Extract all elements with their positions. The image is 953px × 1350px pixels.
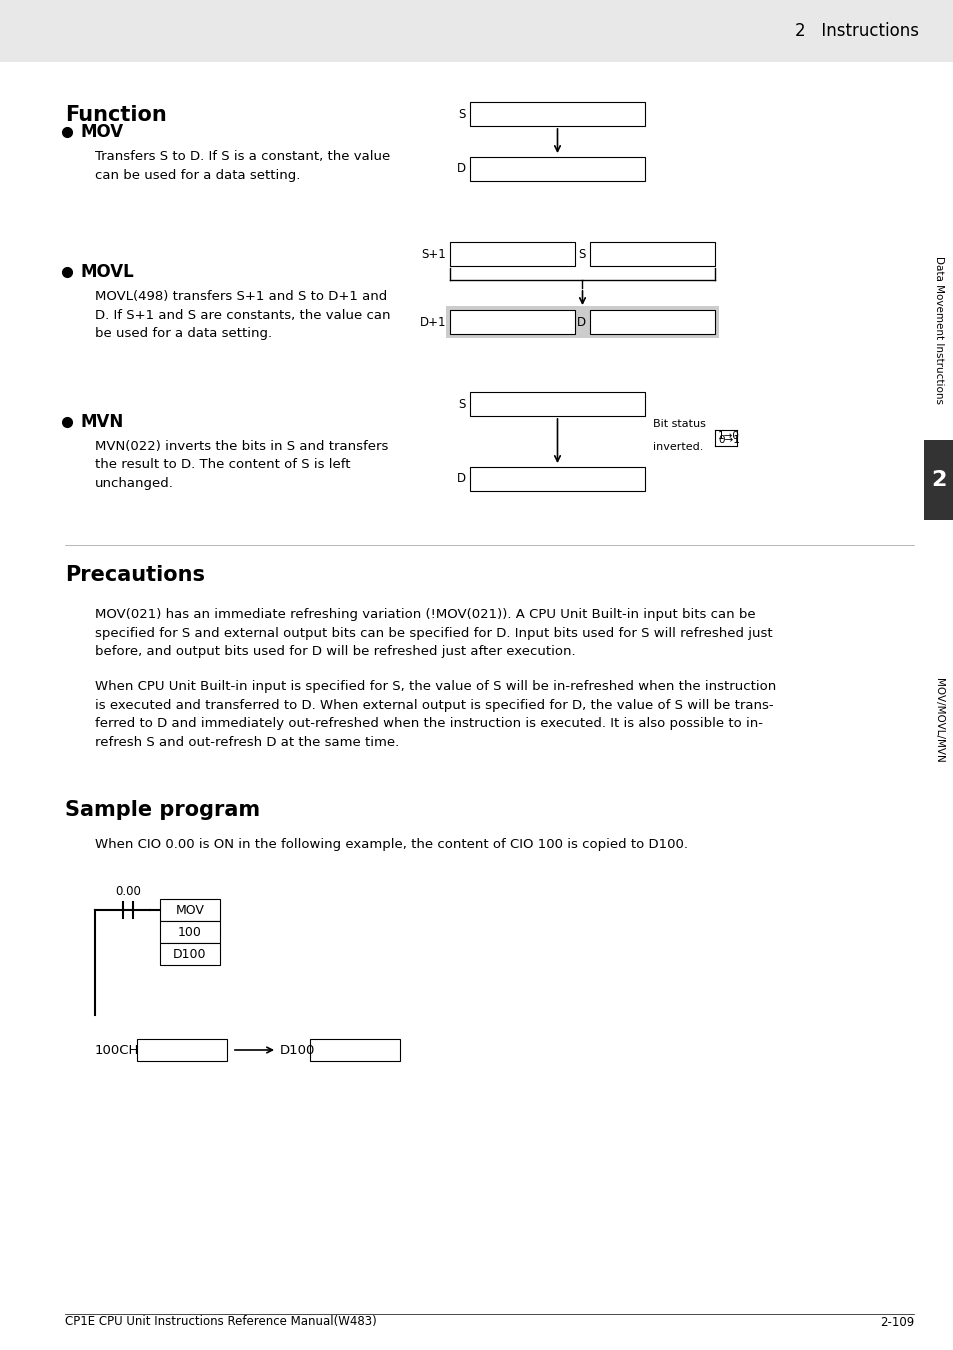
Text: Data Movement Instructions: Data Movement Instructions: [933, 256, 943, 404]
Text: CP1E CPU Unit Instructions Reference Manual(W483): CP1E CPU Unit Instructions Reference Man…: [65, 1315, 376, 1328]
Bar: [310, 1040, 399, 1061]
Text: D100: D100: [280, 1044, 315, 1057]
Bar: [589, 242, 714, 266]
Bar: [450, 310, 575, 333]
Text: MVN: MVN: [81, 413, 124, 431]
Text: When CPU Unit Built-in input is specified for S, the value of S will be in-refre: When CPU Unit Built-in input is specifie…: [95, 680, 776, 748]
Text: 0→1: 0→1: [718, 435, 740, 446]
Text: D: D: [456, 472, 465, 486]
Text: D: D: [577, 316, 585, 328]
Text: D+1: D+1: [419, 316, 446, 328]
Text: S: S: [578, 247, 585, 261]
Text: inverted.: inverted.: [652, 441, 702, 452]
Text: S+1: S+1: [421, 247, 446, 261]
Text: S: S: [458, 397, 465, 410]
Text: S: S: [458, 108, 465, 120]
Text: MVN(022) inverts the bits in S and transfers
the result to D. The content of S i: MVN(022) inverts the bits in S and trans…: [95, 440, 388, 490]
Text: Function: Function: [65, 105, 167, 126]
Bar: [589, 310, 714, 333]
Bar: [470, 157, 644, 181]
Text: D100: D100: [173, 948, 207, 960]
Text: MOV/MOVL/MVN: MOV/MOVL/MVN: [933, 678, 943, 763]
Text: 1→0: 1→0: [718, 431, 740, 441]
Bar: [137, 1040, 227, 1061]
Bar: [160, 899, 220, 921]
Bar: [160, 944, 220, 965]
Text: 2   Instructions: 2 Instructions: [794, 22, 918, 40]
Text: 2: 2: [930, 470, 945, 490]
Text: 0.00: 0.00: [115, 886, 141, 898]
Text: Precautions: Precautions: [65, 566, 205, 585]
Text: D: D: [456, 162, 465, 176]
Text: 2-109: 2-109: [879, 1315, 913, 1328]
Text: MOV(021) has an immediate refreshing variation (!MOV(021)). A CPU Unit Built-in : MOV(021) has an immediate refreshing var…: [95, 608, 772, 657]
Text: Transfers S to D. If S is a constant, the value
can be used for a data setting.: Transfers S to D. If S is a constant, th…: [95, 150, 390, 181]
Bar: [0, 0, 953, 62]
Text: When CIO 0.00 is ON in the following example, the content of CIO 100 is copied t: When CIO 0.00 is ON in the following exa…: [95, 838, 687, 850]
Bar: [446, 306, 719, 338]
Bar: [923, 440, 953, 520]
Text: 100CH: 100CH: [95, 1044, 139, 1057]
Text: MOVL: MOVL: [81, 263, 134, 281]
Text: MOV: MOV: [175, 903, 204, 917]
Text: MOV: MOV: [81, 123, 124, 140]
Text: MOVL(498) transfers S+1 and S to D+1 and
D. If S+1 and S are constants, the valu: MOVL(498) transfers S+1 and S to D+1 and…: [95, 290, 390, 340]
Text: Bit status: Bit status: [652, 418, 705, 429]
Text: 100: 100: [178, 926, 202, 938]
Bar: [470, 467, 644, 491]
Bar: [470, 392, 644, 416]
Bar: [160, 921, 220, 944]
Bar: [450, 242, 575, 266]
Text: Sample program: Sample program: [65, 801, 260, 819]
Bar: [470, 103, 644, 126]
